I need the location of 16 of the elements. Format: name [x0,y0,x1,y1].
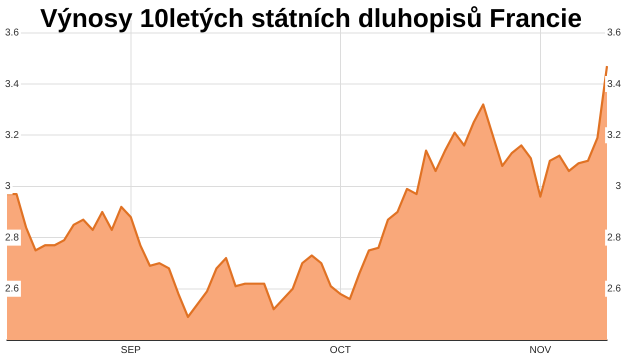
y-tick-label: 3.2 [5,130,20,141]
y-tick-label: 2.8 [5,232,20,244]
y2-tick-label: 3.6 [607,28,622,39]
y2-tick-label: 3.4 [607,78,622,90]
y-tick-label: 2.6 [5,284,20,295]
y-tick-label: 3.4 [5,78,20,90]
x-tick-label: NOV [529,344,552,356]
y2-tick-label: 3.2 [607,130,622,141]
y2-tick-label: 2.6 [607,284,622,295]
y-tick-label: 3.6 [5,28,20,39]
y2-tick-label: 2.8 [607,232,622,244]
y-tick-label: 3 [5,181,11,192]
x-tick-label: SEP [120,344,142,356]
y2-tick-label: 3 [615,181,622,192]
chart-title: Výnosy 10letých státních dluhopisů Francie [40,3,582,33]
x-tick-label: OCT [330,344,351,356]
